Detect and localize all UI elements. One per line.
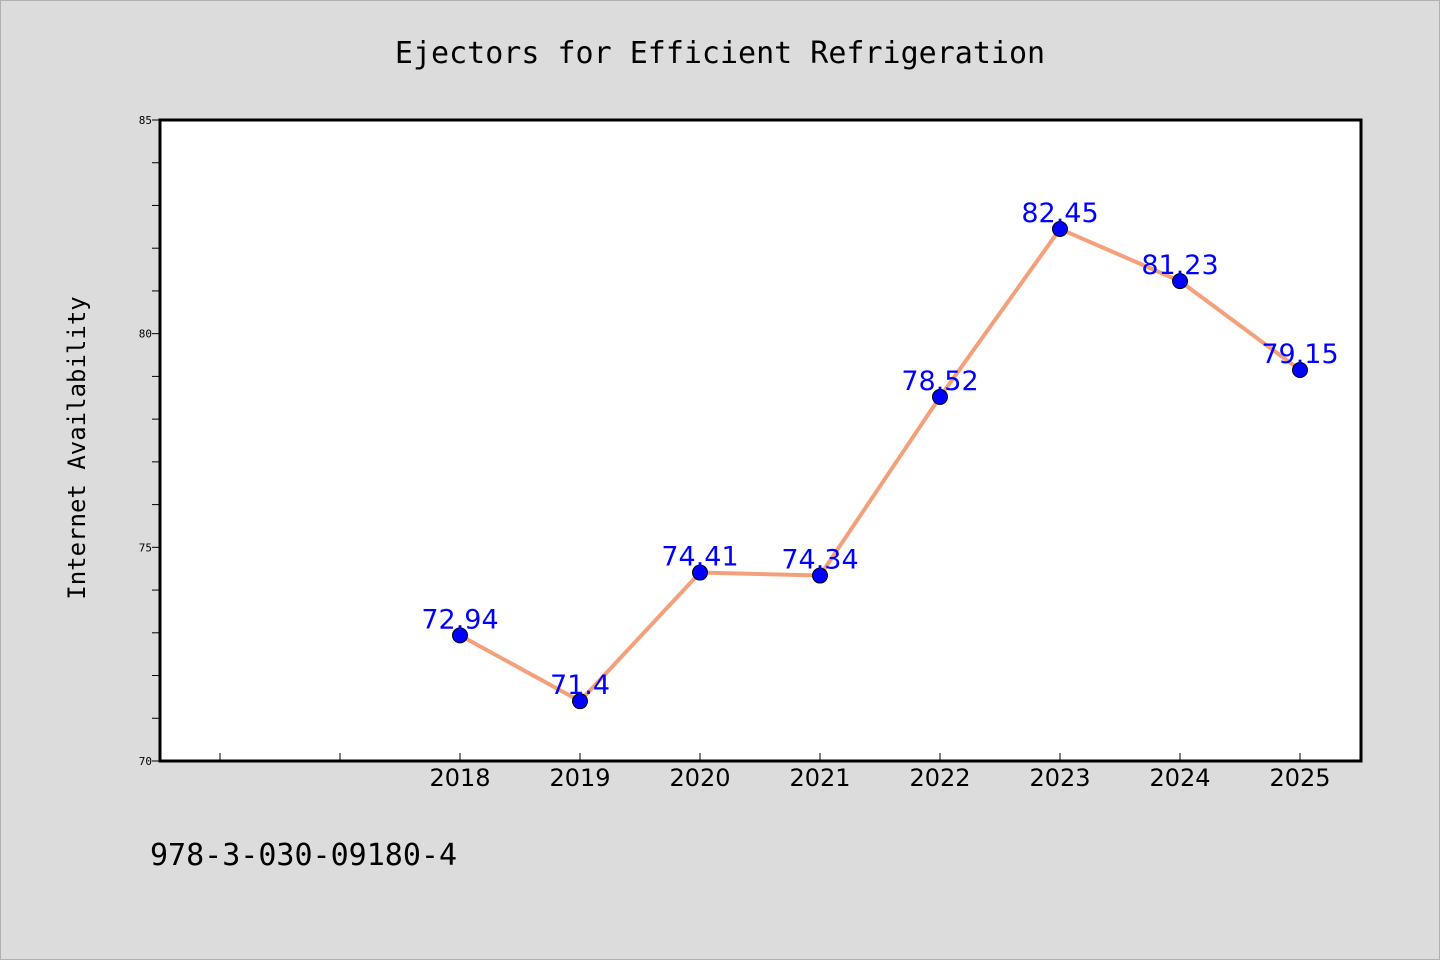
y-tick-label: 75 xyxy=(139,541,152,554)
data-label: 81.23 xyxy=(1141,250,1218,281)
x-tick-label: 2022 xyxy=(909,764,970,792)
data-point xyxy=(452,627,468,644)
data-point xyxy=(932,388,948,405)
data-label: 82.45 xyxy=(1021,198,1098,229)
y-tick-label: 70 xyxy=(139,755,152,768)
data-point xyxy=(1172,273,1188,290)
data-point xyxy=(692,564,708,581)
x-tick-label: 2020 xyxy=(669,764,730,792)
data-label: 71.4 xyxy=(550,670,610,701)
data-label: 74.34 xyxy=(781,545,858,576)
series-markers xyxy=(452,220,1308,710)
data-label: 79.15 xyxy=(1261,339,1338,370)
series-line xyxy=(459,226,1302,704)
data-label: 78.52 xyxy=(901,366,978,397)
chart-title: Ejectors for Efficient Refrigeration xyxy=(395,36,1045,71)
y-tick-label: 80 xyxy=(139,328,152,341)
data-point xyxy=(1292,361,1308,378)
data-point xyxy=(812,567,828,584)
y-axis-label: Internet Availability xyxy=(63,296,91,599)
x-tick-label: 2025 xyxy=(1269,764,1330,792)
data-label: 74.41 xyxy=(661,542,738,573)
x-tick-label: 2019 xyxy=(549,764,610,792)
x-tick-label: 2024 xyxy=(1149,764,1210,792)
x-tick-label: 2021 xyxy=(789,764,850,792)
footer-text: 978-3-030-09180-4 xyxy=(150,838,457,873)
data-labels: 72.94 71.4 74.41 74.34 78.52 82.45 81.23 79.15 xyxy=(421,198,1338,701)
y-axis: 70 75 80 85 xyxy=(139,114,160,768)
x-axis: 2018 2019 2020 2021 2022 2023 2024 2025 xyxy=(219,753,1331,792)
data-point xyxy=(1052,220,1068,237)
plot-area xyxy=(158,118,1363,763)
y-tick-label: 85 xyxy=(139,114,152,127)
x-tick-label: 2023 xyxy=(1029,764,1090,792)
x-tick-label: 2018 xyxy=(429,764,490,792)
data-label: 72.94 xyxy=(421,604,498,635)
data-point xyxy=(572,693,588,710)
